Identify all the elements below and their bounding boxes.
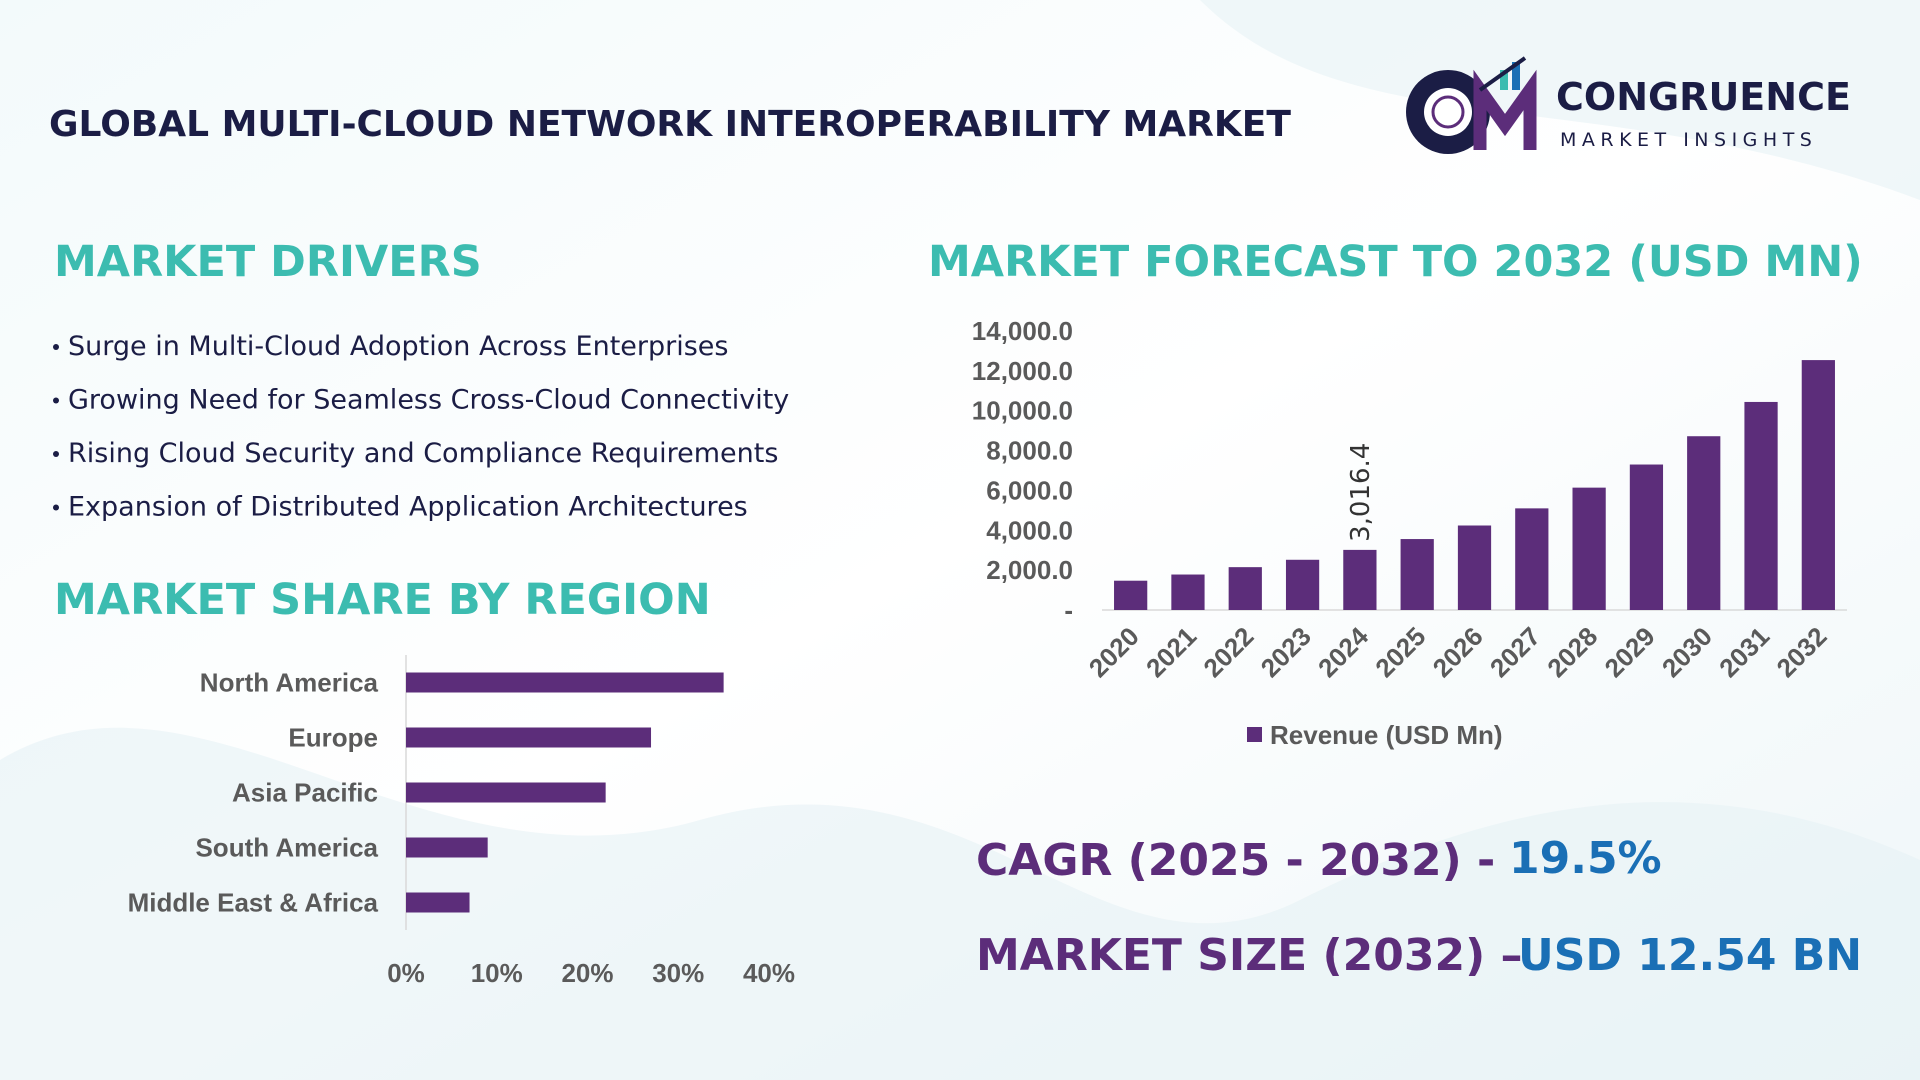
x-tick-label: 40% bbox=[743, 958, 795, 988]
drivers-list: Surge in Multi-Cloud Adoption Across Ent… bbox=[53, 331, 789, 523]
section-title: MARKET DRIVERS bbox=[54, 237, 482, 287]
y-tick-label: 6,000.0 bbox=[986, 475, 1073, 505]
background-wave bbox=[0, 727, 1920, 1080]
driver-item: Surge in Multi-Cloud Adoption Across Ent… bbox=[68, 331, 729, 362]
logo bbox=[1406, 56, 1537, 154]
bullet-dot bbox=[53, 344, 59, 350]
y-tick-label: South America bbox=[195, 833, 378, 863]
bar bbox=[406, 672, 724, 693]
bullet-dot bbox=[53, 397, 59, 404]
bar bbox=[1572, 487, 1606, 610]
y-tick-label: 4,000.0 bbox=[986, 515, 1073, 545]
market-size-label: MARKET SIZE (2032) – bbox=[976, 930, 1523, 981]
bar bbox=[406, 837, 488, 858]
cagr-label: CAGR (2025 - 2032) - bbox=[976, 835, 1495, 886]
market-size-value: USD 12.54 BN bbox=[1518, 930, 1862, 981]
y-tick-label: - bbox=[1064, 595, 1073, 625]
bar bbox=[1285, 559, 1320, 610]
y-tick-label: 10,000.0 bbox=[972, 396, 1073, 426]
y-tick-label: 14,000.0 bbox=[972, 316, 1073, 346]
bar bbox=[1343, 549, 1377, 610]
bar bbox=[1171, 574, 1205, 610]
bar bbox=[1228, 567, 1262, 610]
bar bbox=[1457, 525, 1492, 610]
brand-tagline: MARKET INSIGHTS bbox=[1560, 129, 1817, 151]
bar bbox=[1400, 539, 1434, 610]
driver-item: Rising Cloud Security and Compliance Req… bbox=[68, 438, 778, 469]
brand-name: CONGRUENCE bbox=[1556, 75, 1851, 119]
y-tick-label: 8,000.0 bbox=[986, 436, 1073, 466]
bar bbox=[1801, 360, 1835, 610]
y-tick-label: 2,000.0 bbox=[986, 555, 1073, 585]
x-tick-label: 20% bbox=[561, 958, 613, 988]
x-tick-label: 10% bbox=[471, 958, 523, 988]
driver-item: Expansion of Distributed Application Arc… bbox=[68, 492, 748, 523]
section-title: MARKET FORECAST TO 2032 (USD MN) bbox=[928, 237, 1863, 287]
x-tick-label: 30% bbox=[652, 958, 704, 988]
legend-label: Revenue (USD Mn) bbox=[1270, 720, 1503, 750]
bar bbox=[1744, 401, 1778, 610]
bar bbox=[406, 782, 606, 803]
legend-swatch bbox=[1247, 727, 1262, 742]
bullet-dot bbox=[53, 451, 59, 457]
data-label: 3,016.4 bbox=[1346, 443, 1376, 542]
section-title: MARKET SHARE BY REGION bbox=[54, 575, 711, 625]
bar bbox=[1515, 508, 1549, 610]
bar bbox=[1687, 436, 1721, 610]
background-wave bbox=[1200, 0, 1920, 200]
bar bbox=[1114, 580, 1148, 610]
bar bbox=[1629, 464, 1664, 610]
y-tick-label: Europe bbox=[288, 723, 378, 753]
page-title: GLOBAL MULTI-CLOUD NETWORK INTEROPERABIL… bbox=[49, 104, 1291, 145]
y-tick-label: Middle East & Africa bbox=[128, 888, 379, 918]
bar bbox=[406, 727, 652, 748]
y-tick-label: Asia Pacific bbox=[232, 778, 378, 808]
bullet-dot bbox=[53, 504, 59, 511]
y-tick-label: 12,000.0 bbox=[972, 356, 1073, 386]
driver-item: Growing Need for Seamless Cross-Cloud Co… bbox=[68, 385, 789, 416]
x-tick-label: 0% bbox=[387, 958, 425, 988]
cagr-value: 19.5% bbox=[1509, 833, 1662, 884]
y-tick-label: North America bbox=[200, 668, 379, 698]
bar bbox=[406, 892, 470, 913]
